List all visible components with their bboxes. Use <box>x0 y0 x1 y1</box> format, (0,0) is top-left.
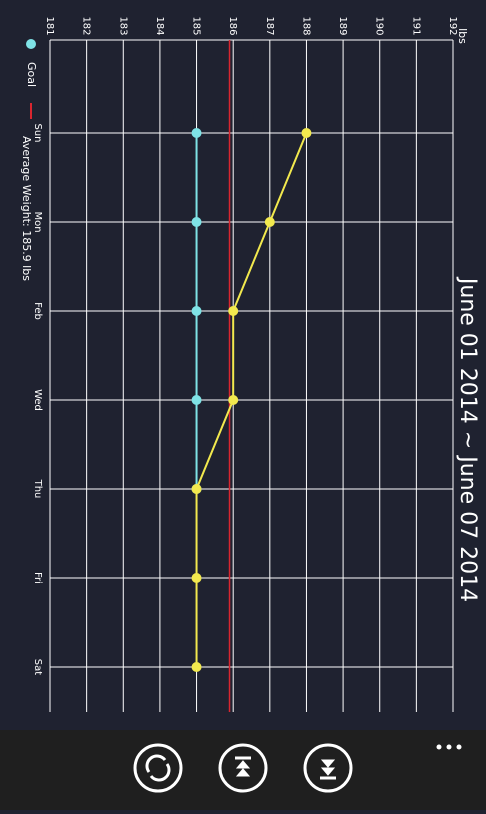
value-tick-label: 186 <box>227 16 238 35</box>
chart-title: June 01 2014 ~ June 07 2014 <box>455 276 480 602</box>
value-tick-label: 189 <box>337 16 348 35</box>
value-tick-label: 187 <box>264 16 275 35</box>
data-point <box>191 128 202 138</box>
legend-label: Average Weight: 185.9 lbs <box>20 136 33 281</box>
chart-background <box>0 0 486 730</box>
value-tick-label: 182 <box>81 16 92 35</box>
value-tick-label: 188 <box>300 16 311 35</box>
category-label: Thu <box>32 479 43 499</box>
value-tick-label: 192 <box>447 16 458 35</box>
legend-marker <box>26 39 36 49</box>
value-tick-label: 184 <box>154 16 165 35</box>
value-tick-label: 190 <box>374 16 385 35</box>
data-point <box>228 395 239 405</box>
more-button[interactable] <box>436 744 462 750</box>
category-label: Mon <box>32 211 43 232</box>
data-point <box>191 573 202 583</box>
axis-unit: lbs <box>456 28 469 44</box>
next-button[interactable] <box>303 743 353 793</box>
data-point <box>301 128 312 138</box>
value-tick-label: 183 <box>117 16 128 35</box>
category-label: Sat <box>32 659 43 675</box>
category-label: Sun <box>32 123 43 142</box>
data-point <box>191 217 202 227</box>
refresh-button[interactable] <box>133 743 183 793</box>
category-label: Feb <box>32 302 43 320</box>
data-point <box>191 484 202 494</box>
previous-button[interactable] <box>218 743 268 793</box>
data-point <box>191 395 202 405</box>
data-point <box>228 306 239 316</box>
value-tick-label: 191 <box>410 16 421 35</box>
data-point <box>191 662 202 672</box>
legend-label: Goal <box>25 62 38 87</box>
category-label: Wed <box>32 389 43 411</box>
data-point <box>191 306 202 316</box>
value-tick-label: 185 <box>191 16 202 35</box>
category-label: Fri <box>32 572 43 584</box>
data-point <box>264 217 275 227</box>
value-tick-label: 181 <box>44 16 55 35</box>
